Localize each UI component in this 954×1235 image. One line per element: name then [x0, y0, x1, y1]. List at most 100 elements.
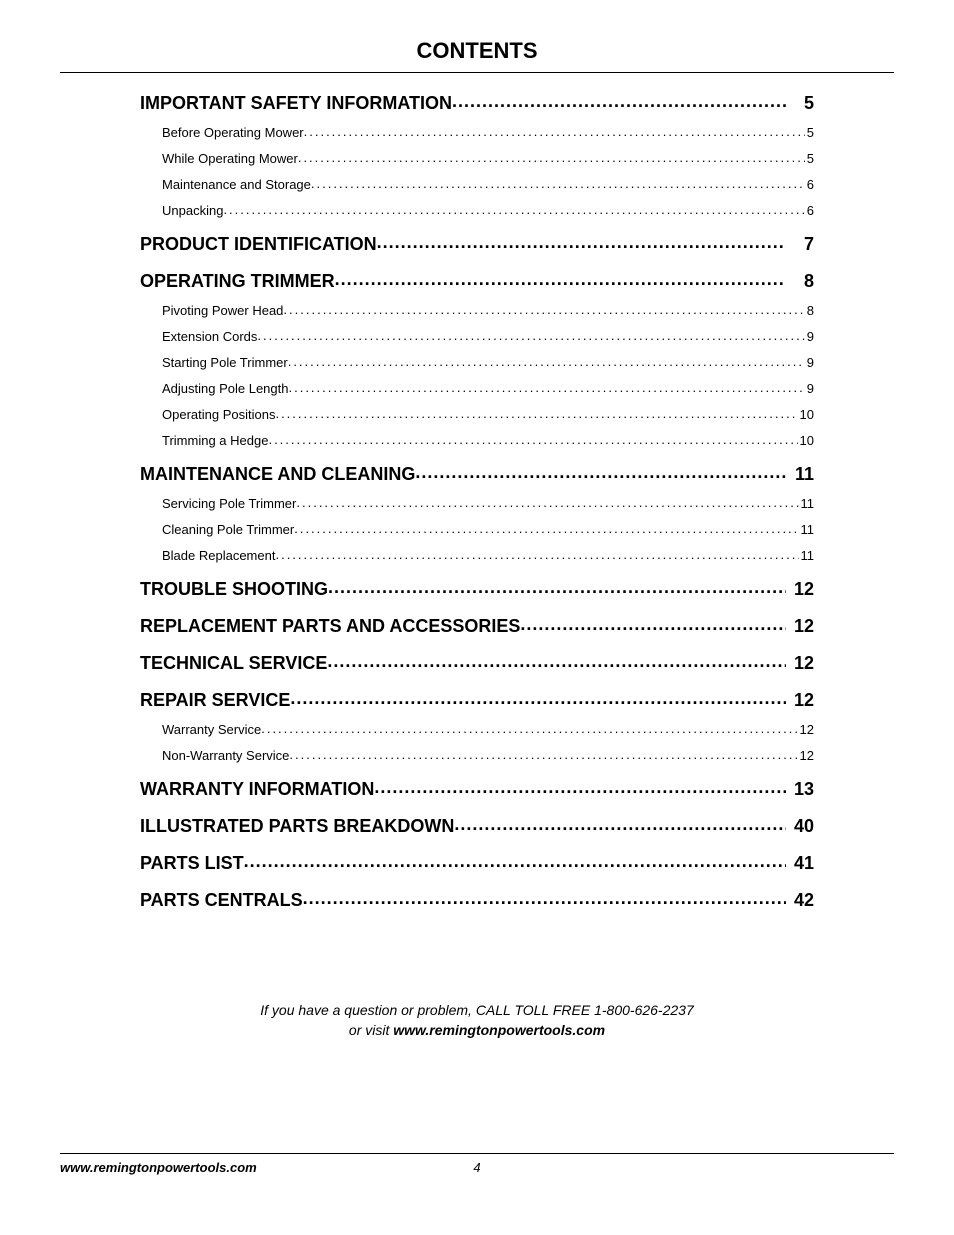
- toc-leader-dots: [452, 91, 786, 109]
- toc-entry-title: Unpacking: [162, 203, 223, 218]
- toc-entry-page: 12: [798, 748, 814, 763]
- toc-entry-page: 5: [805, 151, 814, 166]
- toc-entry-title: IMPORTANT SAFETY INFORMATION: [140, 93, 452, 114]
- toc-entry-title: TECHNICAL SERVICE: [140, 653, 327, 674]
- toc-entry: Before Operating Mower 5: [162, 124, 814, 140]
- footer-divider: [60, 1153, 894, 1154]
- toc-entry-title: REPLACEMENT PARTS AND ACCESSORIES: [140, 616, 520, 637]
- toc-entry: TROUBLE SHOOTING 12: [140, 577, 814, 600]
- toc-entry: Extension Cords9: [162, 328, 814, 344]
- toc-entry: PARTS LIST41: [140, 851, 814, 874]
- toc-entry: Adjusting Pole Length9: [162, 380, 814, 396]
- toc-entry-title: REPAIR SERVICE: [140, 690, 290, 711]
- toc-entry-title: ILLUSTRATED PARTS BREAKDOWN: [140, 816, 454, 837]
- toc-entry-page: 41: [786, 853, 814, 874]
- toc-entry: Starting Pole Trimmer9: [162, 354, 814, 370]
- title-divider: [60, 72, 894, 73]
- toc-entry-title: PARTS CENTRALS: [140, 890, 303, 911]
- help-block: If you have a question or problem, CALL …: [60, 1001, 894, 1040]
- toc-entry-title: Trimming a Hedge: [162, 433, 268, 448]
- toc-entry-page: 9: [805, 355, 814, 370]
- toc-entry-title: OPERATING TRIMMER: [140, 271, 335, 292]
- toc-entry: MAINTENANCE AND CLEANING 11: [140, 462, 814, 485]
- toc-entry-title: Cleaning Pole Trimmer: [162, 522, 294, 537]
- toc-leader-dots: [288, 380, 804, 393]
- toc-entry-title: Blade Replacement: [162, 548, 275, 563]
- toc-leader-dots: [268, 432, 797, 445]
- toc-leader-dots: [303, 888, 786, 906]
- toc-entry: REPLACEMENT PARTS AND ACCESSORIES12: [140, 614, 814, 637]
- toc-entry: Warranty Service 12: [162, 721, 814, 737]
- toc-entry: WARRANTY INFORMATION13: [140, 777, 814, 800]
- toc-leader-dots: [374, 777, 786, 795]
- toc-entry: REPAIR SERVICE 12: [140, 688, 814, 711]
- toc-entry-page: 42: [786, 890, 814, 911]
- toc-entry-page: 12: [786, 690, 814, 711]
- toc-entry-page: 8: [805, 303, 814, 318]
- toc-leader-dots: [520, 614, 786, 632]
- toc-leader-dots: [327, 651, 786, 669]
- toc-entry-page: 8: [786, 271, 814, 292]
- toc-entry-title: MAINTENANCE AND CLEANING: [140, 464, 415, 485]
- toc-leader-dots: [311, 176, 805, 189]
- toc-entry-page: 11: [799, 548, 815, 563]
- toc-leader-dots: [275, 547, 798, 560]
- toc-leader-dots: [257, 328, 804, 341]
- toc-entry: PRODUCT IDENTIFICATION 7: [140, 232, 814, 255]
- toc-entry: Pivoting Power Head8: [162, 302, 814, 318]
- toc-entry: TECHNICAL SERVICE 12: [140, 651, 814, 674]
- toc-entry-page: 11: [799, 522, 815, 537]
- toc-entry-page: 10: [798, 407, 814, 422]
- toc-entry-page: 12: [786, 653, 814, 674]
- toc-leader-dots: [294, 521, 798, 534]
- toc-entry-title: Maintenance and Storage: [162, 177, 311, 192]
- footer-row: www.remingtonpowertools.com 4: [60, 1160, 894, 1175]
- toc-entry-page: 13: [786, 779, 814, 800]
- toc-entry-title: Operating Positions: [162, 407, 275, 422]
- toc-leader-dots: [290, 688, 786, 706]
- toc-entry-title: TROUBLE SHOOTING: [140, 579, 328, 600]
- toc-entry-title: While Operating Mower: [162, 151, 298, 166]
- toc-entry: PARTS CENTRALS 42: [140, 888, 814, 911]
- toc-leader-dots: [275, 406, 797, 419]
- toc-entry: ILLUSTRATED PARTS BREAKDOWN 40: [140, 814, 814, 837]
- toc-leader-dots: [223, 202, 804, 215]
- page-title: CONTENTS: [60, 38, 894, 64]
- toc-entry: While Operating Mower 5: [162, 150, 814, 166]
- toc-leader-dots: [296, 495, 798, 508]
- toc-entry: Blade Replacement 11: [162, 547, 814, 563]
- help-url: www.remingtonpowertools.com: [393, 1022, 605, 1038]
- footer-page-number: 4: [60, 1160, 894, 1175]
- toc-entry-page: 9: [805, 329, 814, 344]
- toc-entry: Unpacking6: [162, 202, 814, 218]
- toc-entry-page: 5: [805, 125, 814, 140]
- toc-entry-title: Adjusting Pole Length: [162, 381, 288, 396]
- toc-leader-dots: [298, 150, 805, 163]
- toc-entry-title: Servicing Pole Trimmer: [162, 496, 296, 511]
- toc-entry: Operating Positions 10: [162, 406, 814, 422]
- toc-entry-title: Warranty Service: [162, 722, 261, 737]
- toc-entry-page: 12: [798, 722, 814, 737]
- toc-leader-dots: [244, 851, 786, 869]
- toc-leader-dots: [335, 269, 786, 287]
- toc-entry-page: 40: [786, 816, 814, 837]
- toc-entry-title: Non-Warranty Service: [162, 748, 289, 763]
- toc-entry: Servicing Pole Trimmer11: [162, 495, 814, 511]
- toc-entry-page: 11: [786, 464, 814, 485]
- toc-leader-dots: [289, 747, 797, 760]
- toc-entry: Non-Warranty Service 12: [162, 747, 814, 763]
- toc-entry-page: 10: [798, 433, 814, 448]
- toc-entry-page: 5: [786, 93, 814, 114]
- help-visit-prefix: or visit: [349, 1022, 393, 1038]
- toc-entry-page: 12: [786, 579, 814, 600]
- toc-entry-page: 6: [805, 177, 814, 192]
- help-phone: 1-800-626-2237: [594, 1002, 694, 1018]
- toc-entry-page: 7: [786, 234, 814, 255]
- page-footer: www.remingtonpowertools.com 4: [60, 1153, 894, 1175]
- toc-leader-dots: [261, 721, 797, 734]
- toc-leader-dots: [328, 577, 786, 595]
- toc-leader-dots: [377, 232, 786, 250]
- toc-entry-title: PRODUCT IDENTIFICATION: [140, 234, 377, 255]
- toc-entry: Maintenance and Storage 6: [162, 176, 814, 192]
- toc-entry-title: Before Operating Mower: [162, 125, 304, 140]
